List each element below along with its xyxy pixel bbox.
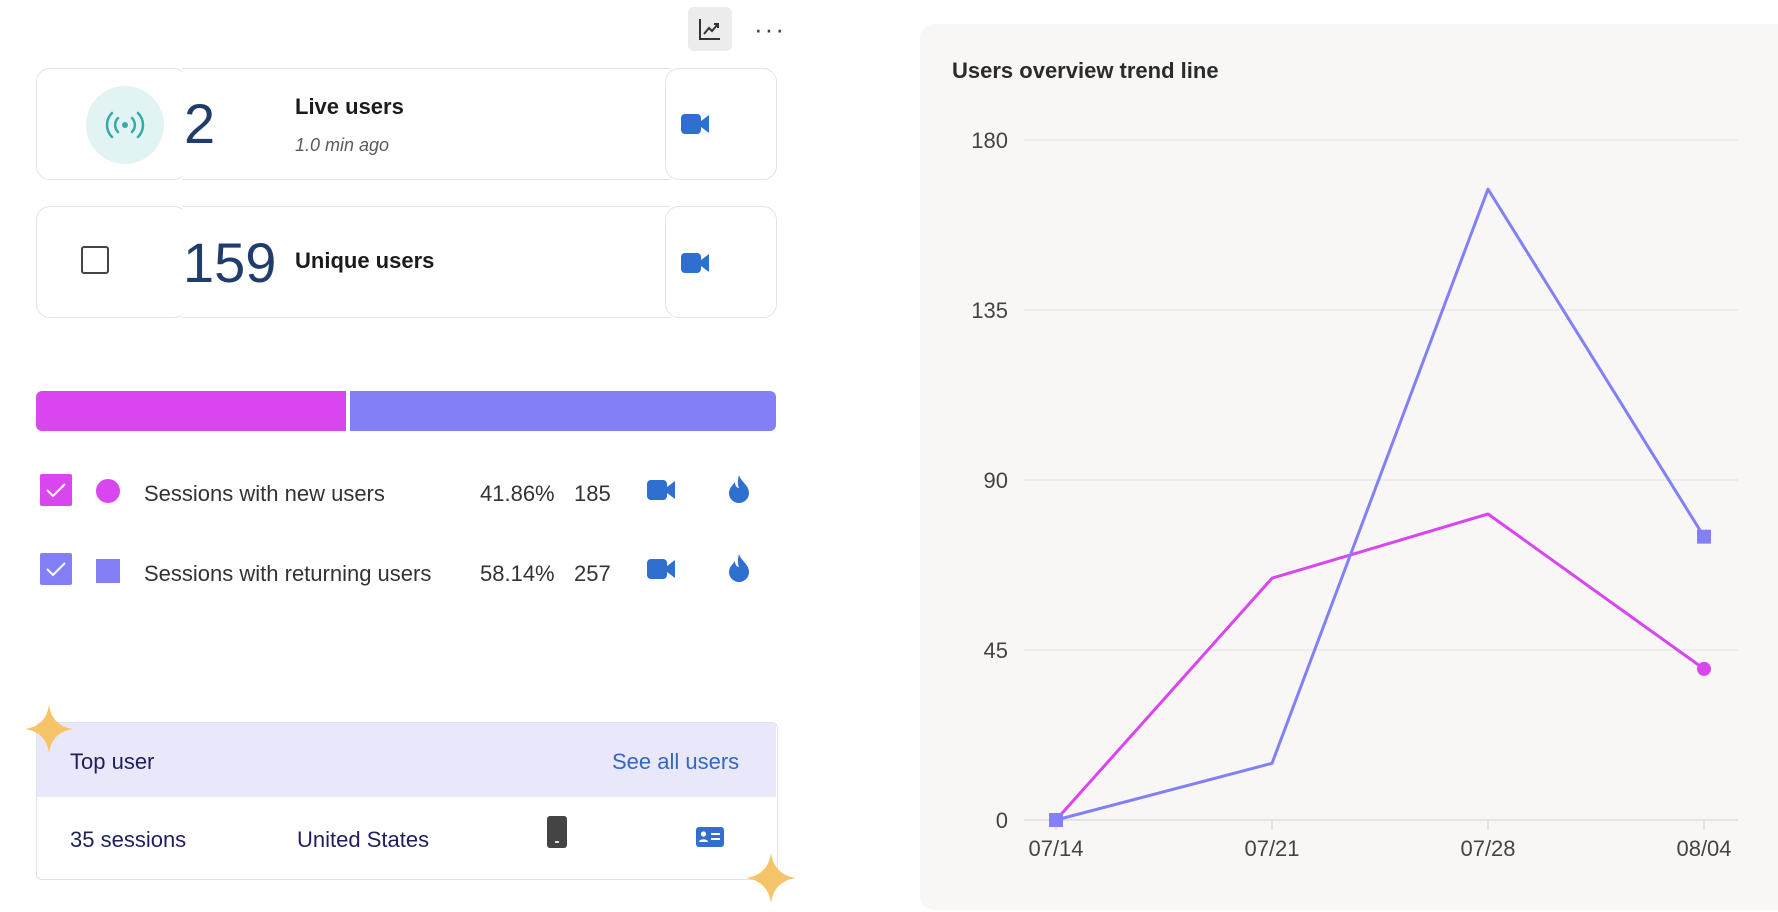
live-users-recording-button[interactable] bbox=[680, 112, 710, 141]
returning-users-count: 257 bbox=[574, 561, 611, 586]
live-users-timestamp: 1.0 min ago bbox=[295, 135, 390, 155]
chart-title: Users overview trend line bbox=[952, 58, 1219, 83]
more-options-button[interactable]: ··· bbox=[754, 13, 786, 44]
y-tick-label: 135 bbox=[971, 298, 1008, 323]
live-users-label: Live users bbox=[295, 94, 404, 119]
see-all-users-link[interactable]: See all users bbox=[612, 749, 740, 774]
new-users-label: Sessions with new users bbox=[144, 481, 385, 506]
unique-users-card bbox=[182, 206, 670, 318]
unique-users-checkbox[interactable] bbox=[81, 246, 109, 274]
user-profile-button[interactable] bbox=[695, 826, 725, 853]
flame-icon bbox=[729, 475, 749, 503]
returning-users-marker bbox=[96, 559, 120, 583]
video-camera-icon bbox=[681, 114, 709, 134]
returning-users-recordings-button[interactable] bbox=[646, 557, 676, 586]
video-camera-icon bbox=[647, 559, 675, 579]
returning-users-label: Sessions with returning users bbox=[144, 561, 432, 586]
trend-chart-icon bbox=[699, 19, 720, 40]
top-user-header bbox=[37, 723, 776, 797]
returning-users-percent: 58.14% bbox=[480, 561, 555, 586]
x-tick-label: 07/28 bbox=[1460, 836, 1515, 861]
x-tick-label: 07/21 bbox=[1244, 836, 1299, 861]
new-users-heatmap-button[interactable] bbox=[727, 474, 751, 509]
live-users-badge bbox=[86, 86, 164, 164]
sparkle-icon bbox=[746, 853, 796, 908]
line-chart: 0 45 90 135 180 07/14 07/21 07/28 08/04 bbox=[971, 128, 1738, 861]
y-tick-label: 90 bbox=[984, 468, 1008, 493]
new-users-checkbox[interactable] bbox=[40, 474, 72, 506]
sparkle-icon bbox=[25, 705, 73, 758]
top-user-card bbox=[36, 722, 778, 880]
top-user-title: Top user bbox=[70, 749, 155, 774]
flame-icon bbox=[729, 554, 749, 582]
series-point-1 bbox=[1697, 529, 1711, 544]
new-users-percent: 41.86% bbox=[480, 481, 555, 506]
x-tick-label: 08/04 bbox=[1676, 836, 1731, 861]
y-tick-label: 0 bbox=[996, 808, 1008, 833]
live-users-card bbox=[182, 68, 670, 180]
returning-users-bar-segment[interactable] bbox=[350, 391, 776, 431]
live-users-count: 2 bbox=[184, 92, 216, 155]
series-line-1 bbox=[1055, 187, 1706, 822]
y-tick-label: 180 bbox=[971, 128, 1008, 153]
unique-users-label: Unique users bbox=[295, 248, 435, 273]
chart-view-button[interactable] bbox=[688, 7, 732, 51]
video-camera-icon bbox=[681, 253, 709, 273]
contact-card-icon bbox=[696, 827, 724, 847]
new-users-recordings-button[interactable] bbox=[646, 478, 676, 507]
unique-users-icon-cell bbox=[36, 206, 188, 318]
top-user-country: United States bbox=[297, 827, 430, 852]
series-point-0 bbox=[1697, 661, 1711, 676]
series-line-0 bbox=[1054, 512, 1705, 821]
checkmark-icon bbox=[46, 483, 66, 498]
new-users-bar-segment[interactable] bbox=[36, 391, 346, 431]
unique-users-recording-button[interactable] bbox=[680, 251, 710, 280]
y-tick-label: 45 bbox=[984, 638, 1008, 663]
chart-panel bbox=[920, 24, 1778, 910]
unique-users-count: 159 bbox=[183, 231, 277, 294]
new-users-count: 185 bbox=[574, 481, 611, 506]
returning-users-heatmap-button[interactable] bbox=[727, 553, 751, 588]
new-users-marker bbox=[96, 479, 120, 503]
mobile-device-icon bbox=[546, 815, 568, 854]
video-camera-icon bbox=[647, 480, 675, 500]
top-user-sessions: 35 sessions bbox=[70, 827, 187, 852]
series-point-1 bbox=[1049, 813, 1063, 827]
broadcast-icon bbox=[105, 111, 145, 139]
returning-users-checkbox[interactable] bbox=[40, 553, 72, 585]
x-tick-label: 07/14 bbox=[1028, 836, 1083, 861]
checkmark-icon bbox=[46, 562, 66, 577]
